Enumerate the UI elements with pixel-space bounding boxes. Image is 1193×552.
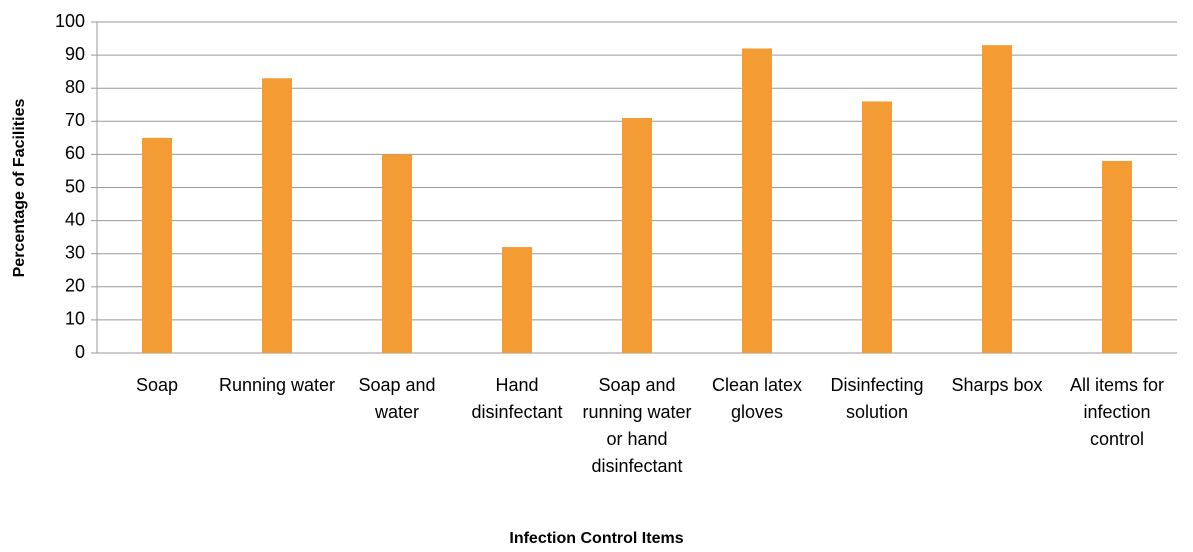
x-axis-title: Infection Control Items bbox=[509, 530, 684, 547]
x-tick-label: Disinfecting solution bbox=[830, 375, 924, 422]
x-tick-label: Soap bbox=[135, 375, 179, 395]
y-tick-label: 10 bbox=[65, 309, 85, 329]
bar bbox=[622, 117, 652, 354]
y-tick-label: 50 bbox=[65, 176, 85, 196]
y-tick-label: 80 bbox=[65, 77, 85, 97]
bar bbox=[862, 101, 892, 353]
bar bbox=[1102, 161, 1132, 353]
x-tick-label: Sharps box bbox=[951, 375, 1043, 395]
x-tick-label: All items for infection control bbox=[1069, 375, 1165, 449]
y-tick-label: 20 bbox=[65, 276, 85, 296]
bar bbox=[982, 45, 1012, 354]
y-tick-label: 30 bbox=[65, 242, 85, 262]
x-tick-label: Hand disinfectant bbox=[471, 375, 563, 422]
y-tick-label: 100 bbox=[55, 11, 85, 31]
y-tick-label: 60 bbox=[65, 143, 85, 163]
y-tick-label: 70 bbox=[65, 110, 85, 130]
y-axis-title: Percentage of Facilities bbox=[11, 99, 28, 278]
y-tick-label: 40 bbox=[65, 209, 85, 229]
y-tick-label: 0 bbox=[75, 342, 85, 362]
x-tick-label: Soap and running water or hand disinfect… bbox=[582, 375, 692, 476]
x-tick-label: Soap and water bbox=[358, 375, 436, 422]
x-tick-label: Running water bbox=[218, 375, 336, 395]
bar bbox=[262, 78, 292, 354]
bar bbox=[382, 154, 412, 353]
bar bbox=[502, 247, 532, 353]
x-tick-label: Clean latex gloves bbox=[711, 375, 803, 422]
y-tick-label: 90 bbox=[65, 44, 85, 64]
bar bbox=[742, 48, 772, 353]
bar bbox=[142, 137, 172, 353]
